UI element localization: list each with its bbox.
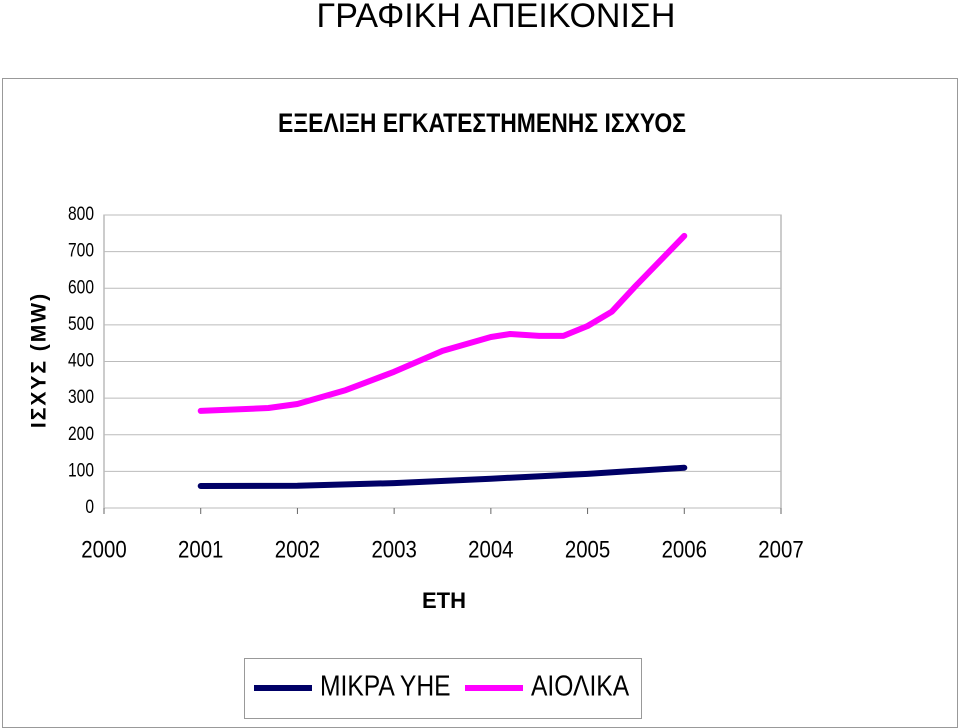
legend-label: ΜΙΚΡΑ ΥΗΕ bbox=[320, 670, 451, 702]
y-tick-label: 400 bbox=[68, 349, 94, 371]
y-axis-label: ΙΣΧΥΣ (MW) bbox=[28, 292, 51, 428]
y-tick-label: 600 bbox=[68, 276, 94, 298]
x-tick-label: 2003 bbox=[371, 536, 416, 563]
x-tick-label: 2006 bbox=[662, 536, 707, 563]
x-tick-label: 2005 bbox=[565, 536, 610, 563]
y-tick-label: 500 bbox=[68, 312, 94, 334]
series-line bbox=[197, 232, 688, 414]
page-title: ΓΡΑΦΙΚΗ ΑΠΕΙΚΟΝΙΣΗ bbox=[317, 0, 676, 35]
legend-label: ΑΙΟΛΙΚΑ bbox=[531, 670, 629, 702]
y-tick-label: 300 bbox=[68, 386, 94, 408]
chart-title: ΕΞΕΛΙΞΗ ΕΓΚΑΤΕΣΤΗΜΕΝΗΣ ΙΣΧΥΟΣ bbox=[278, 108, 686, 138]
y-tick-label: 700 bbox=[68, 239, 94, 261]
x-tick-label: 2004 bbox=[468, 536, 513, 563]
y-tick-label: 100 bbox=[68, 459, 94, 481]
x-tick-label: 2000 bbox=[81, 536, 126, 563]
x-tick-label: 2001 bbox=[178, 536, 223, 563]
plot: 0 100 200 300 400 500 600 700 800 2000 2001 2002 200… bbox=[68, 203, 804, 563]
y-tick-label: 800 bbox=[68, 203, 94, 225]
y-tick-label: 200 bbox=[68, 422, 94, 444]
x-axis-label: ΕΤΗ bbox=[422, 588, 466, 613]
x-tick-label: 2007 bbox=[758, 536, 803, 563]
x-tick-label: 2002 bbox=[275, 536, 320, 563]
series-line bbox=[197, 464, 688, 489]
y-tick-label: 0 bbox=[85, 496, 94, 518]
